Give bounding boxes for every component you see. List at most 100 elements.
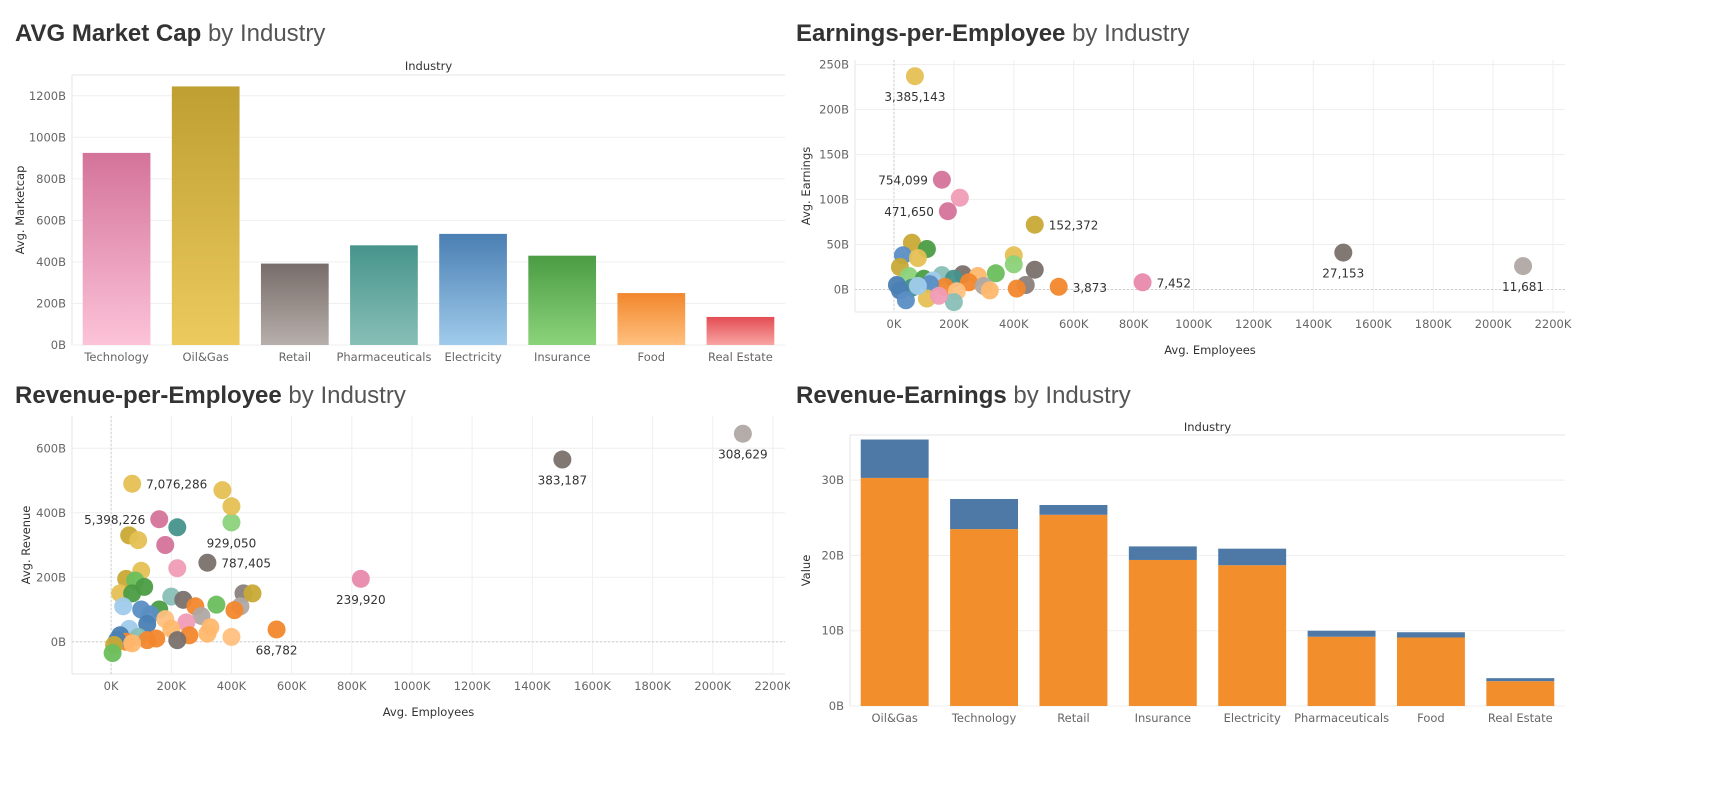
x-axis-label: Avg. Employees bbox=[1164, 343, 1256, 357]
x-tick-label: Insurance bbox=[1135, 711, 1191, 725]
x-tick-label: 200K bbox=[939, 317, 969, 331]
scatter-point bbox=[986, 264, 1005, 283]
x-tick-label: 2200K bbox=[1535, 317, 1572, 331]
scatter-point bbox=[168, 559, 187, 578]
scatter-point bbox=[896, 291, 915, 310]
bar bbox=[171, 86, 240, 345]
scatter-point bbox=[980, 281, 999, 300]
scatter-point bbox=[198, 624, 217, 643]
x-tick-label: Retail bbox=[279, 350, 312, 364]
scatter-point bbox=[213, 481, 232, 500]
x-tick-label: Retail bbox=[1057, 711, 1090, 725]
bar-segment bbox=[1128, 546, 1197, 560]
scatter-point bbox=[1133, 273, 1152, 292]
scatter-point bbox=[938, 202, 957, 221]
data-label: 383,187 bbox=[538, 474, 588, 488]
x-tick-label: Electricity bbox=[1224, 711, 1281, 725]
scatter-point bbox=[929, 286, 948, 305]
scatter-point bbox=[351, 569, 370, 588]
scatter-point bbox=[168, 631, 187, 650]
scatter-point bbox=[225, 601, 244, 620]
bar-segment bbox=[1218, 548, 1287, 566]
scatter-point bbox=[168, 518, 187, 537]
bar-segment bbox=[1396, 637, 1465, 706]
y-tick-label: 1000B bbox=[29, 130, 66, 144]
x-tick-label: Electricity bbox=[445, 350, 502, 364]
scatter-point bbox=[114, 597, 133, 616]
scatter-point bbox=[733, 424, 752, 443]
x-tick-label: 800K bbox=[337, 679, 367, 693]
bar-segment bbox=[1128, 559, 1197, 706]
data-label: 754,099 bbox=[878, 174, 928, 188]
x-tick-label: Oil&Gas bbox=[872, 711, 918, 725]
x-tick-label: 1200K bbox=[454, 679, 491, 693]
data-label: 787,405 bbox=[221, 557, 271, 571]
x-tick-label: 600K bbox=[277, 679, 307, 693]
x-tick-label: 1800K bbox=[634, 679, 671, 693]
y-tick-label: 200B bbox=[36, 570, 66, 584]
y-tick-label: 600B bbox=[36, 213, 66, 227]
scatter-point bbox=[103, 644, 122, 663]
bar-segment bbox=[1396, 632, 1465, 638]
panel-revenue-earnings: Revenue-Earnings by Industry 0B 10B 20B 30B… bbox=[790, 380, 1713, 804]
scatter-point bbox=[902, 233, 921, 252]
scatter-point bbox=[123, 474, 142, 493]
y-tick-label: 30B bbox=[821, 473, 844, 487]
column-header: Industry bbox=[1184, 420, 1231, 434]
data-label: 308,629 bbox=[718, 448, 768, 462]
x-tick-label: 800K bbox=[1119, 317, 1149, 331]
y-tick-label: 20B bbox=[821, 548, 844, 562]
data-label: 27,153 bbox=[1322, 267, 1364, 281]
y-tick-label: 200B bbox=[819, 103, 849, 117]
y-axis-label: Value bbox=[799, 555, 813, 587]
x-tick-label: 200K bbox=[157, 679, 187, 693]
scatter-point bbox=[950, 188, 969, 207]
panel-title: AVG Market Cap by Industry bbox=[15, 20, 326, 47]
y-tick-label: 0B bbox=[834, 283, 849, 297]
x-tick-label: 1600K bbox=[1355, 317, 1392, 331]
bar-segment bbox=[1039, 514, 1108, 706]
y-axis-label: Avg. Marketcap bbox=[13, 166, 27, 255]
x-tick-label: 600K bbox=[1059, 317, 1089, 331]
x-tick-label: Technology bbox=[951, 711, 1017, 725]
scatter-point bbox=[1025, 215, 1044, 234]
scatter-point bbox=[222, 627, 241, 646]
bar-segment bbox=[1307, 636, 1376, 706]
panel-title: Revenue-per-Employee by Industry bbox=[15, 382, 406, 409]
market-cap-chart: 0B 200B 400B 600B 800B 1000B 1200B Avg. Marketc… bbox=[13, 59, 785, 364]
scatter-point bbox=[207, 595, 226, 614]
data-label: 7,076,286 bbox=[146, 478, 207, 492]
x-tick-label: 0K bbox=[104, 679, 119, 693]
y-tick-label: 200B bbox=[36, 296, 66, 310]
x-tick-label: Food bbox=[1417, 711, 1445, 725]
bar bbox=[350, 245, 418, 345]
bar-segment bbox=[860, 477, 929, 706]
x-tick-label: Real Estate bbox=[1488, 711, 1553, 725]
scatter-point bbox=[1007, 279, 1026, 298]
y-tick-label: 800B bbox=[36, 172, 66, 186]
scatter-point bbox=[267, 620, 286, 639]
revenue-earnings-chart: 0B 10B 20B 30B Value Industry Oil&Gas Technolog… bbox=[799, 420, 1565, 725]
x-tick-label: Technology bbox=[83, 350, 149, 364]
y-tick-label: 0B bbox=[829, 699, 844, 713]
data-label: 68,782 bbox=[256, 643, 298, 657]
bar bbox=[260, 263, 329, 345]
x-tick-label: Pharmaceuticals bbox=[1294, 711, 1389, 725]
bar-segment bbox=[1486, 678, 1555, 682]
bar bbox=[82, 152, 151, 345]
scatter-point bbox=[908, 276, 927, 295]
scatter-point bbox=[553, 450, 572, 469]
y-tick-label: 250B bbox=[819, 58, 849, 72]
panel-earnings-per-employee: Earnings-per-Employee by Industry 0B 50B 1… bbox=[790, 0, 1713, 380]
column-header: Industry bbox=[405, 59, 452, 73]
scatter-point bbox=[222, 513, 241, 532]
scatter-point bbox=[198, 553, 217, 572]
y-tick-label: 50B bbox=[826, 238, 849, 252]
x-tick-label: 2000K bbox=[694, 679, 731, 693]
scatter-point bbox=[129, 531, 148, 550]
x-tick-label: 2000K bbox=[1475, 317, 1512, 331]
y-tick-label: 600B bbox=[36, 441, 66, 455]
scatter-point bbox=[1004, 255, 1023, 274]
bar-segment bbox=[1486, 681, 1555, 706]
x-tick-label: Insurance bbox=[534, 350, 590, 364]
